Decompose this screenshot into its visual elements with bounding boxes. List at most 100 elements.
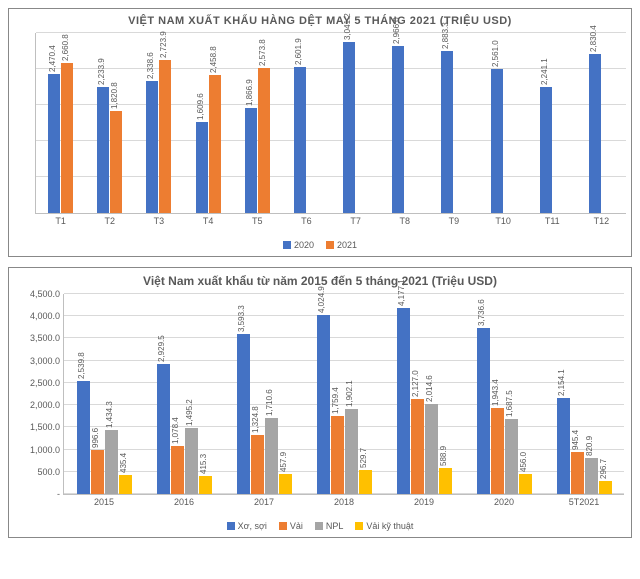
bar: 2,241.1 xyxy=(540,87,552,213)
bar-group: 2,929.51,078.41,495.2415.3 xyxy=(157,364,212,494)
x-tick-label: 2016 xyxy=(174,494,194,507)
bar-group: 3,736.61,943.41,687.5456.0 xyxy=(477,328,532,494)
x-tick-label: 5T2021 xyxy=(569,494,600,507)
bar: 2,830.4 xyxy=(589,54,601,213)
bar-group: 4,024.91,759.41,902.1529.7 xyxy=(317,315,372,494)
bar-value-label: 296.7 xyxy=(599,459,608,479)
bar: 2,660.8 xyxy=(61,63,73,213)
bar: 457.9 xyxy=(279,474,292,494)
legend-item: 2021 xyxy=(326,240,357,250)
legend-label: 2020 xyxy=(294,240,314,250)
legend-label: 2021 xyxy=(337,240,357,250)
y-tick-label: 2,500.0 xyxy=(30,378,64,388)
bar: 1,434.3 xyxy=(105,430,118,494)
y-tick-label: 1,000.0 xyxy=(30,445,64,455)
bar-value-label: 2,127.0 xyxy=(411,371,420,398)
bar-value-label: 1,710.6 xyxy=(265,389,274,416)
bar-value-label: 2,601.9 xyxy=(294,38,303,65)
chart1-legend: 2020 2021 xyxy=(9,236,631,256)
bar: 3,041.2 xyxy=(343,42,355,213)
x-tick-label: 2017 xyxy=(254,494,274,507)
bar-group: 2,338.62,723.9 xyxy=(146,60,171,213)
y-tick-label: 2,000.0 xyxy=(30,400,64,410)
legend-item: 2020 xyxy=(283,240,314,250)
bar: 435.4 xyxy=(119,475,132,494)
y-tick-label: 1,500.0 xyxy=(30,422,64,432)
bar: 2,573.8 xyxy=(258,68,270,213)
bar-value-label: 4,177.1 xyxy=(397,280,406,307)
bar-value-label: 2,660.8 xyxy=(61,35,70,62)
legend-item: Vải kỹ thuật xyxy=(355,521,413,531)
bar: 1,495.2 xyxy=(185,428,198,494)
bar: 996.6 xyxy=(91,450,104,494)
bar: 1,710.6 xyxy=(265,418,278,494)
bar-value-label: 996.6 xyxy=(91,428,100,448)
bar-value-label: 2,573.8 xyxy=(258,40,267,67)
bar: 3,736.6 xyxy=(477,328,490,494)
chart2-plot: -500.01,000.01,500.02,000.02,500.03,000.… xyxy=(63,294,624,495)
bar: 2,127.0 xyxy=(411,399,424,494)
bar: 2,470.4 xyxy=(48,74,60,213)
bar-value-label: 1,495.2 xyxy=(185,399,194,426)
bar-value-label: 4,024.9 xyxy=(317,286,326,313)
bar-value-label: 456.0 xyxy=(519,452,528,472)
legend-swatch xyxy=(326,241,334,249)
bar: 1,866.9 xyxy=(245,108,257,213)
legend-label: Vải kỹ thuật xyxy=(366,521,413,531)
x-tick-label: 2020 xyxy=(494,494,514,507)
y-tick-label: - xyxy=(57,489,64,499)
bar-value-label: 2,154.1 xyxy=(557,370,566,397)
bar-value-label: 1,609.6 xyxy=(196,94,205,121)
bar: 2,014.6 xyxy=(425,404,438,494)
bar-group: 2,539.8996.61,434.3435.4 xyxy=(77,381,132,494)
bar: 296.7 xyxy=(599,481,612,494)
bar-value-label: 1,759.4 xyxy=(331,387,340,414)
bar: 1,943.4 xyxy=(491,408,504,494)
x-tick-label: T3 xyxy=(154,213,165,226)
bar-value-label: 457.9 xyxy=(279,452,288,472)
x-tick-label: T1 xyxy=(55,213,66,226)
bar: 2,723.9 xyxy=(159,60,171,213)
bar: 2,929.5 xyxy=(157,364,170,494)
bar-value-label: 3,593.3 xyxy=(237,306,246,333)
bar-value-label: 1,820.8 xyxy=(110,82,119,109)
bar-group: 1,609.6 2,458.8 xyxy=(196,75,221,213)
x-tick-label: T7 xyxy=(350,213,361,226)
bar-group: 2,883.3 xyxy=(441,51,466,213)
chart-monthly-exports: VIỆT NAM XUẤT KHẨU HÀNG DỆT MAY 5 THÁNG … xyxy=(8,8,632,257)
bar-group: 2,966.0 xyxy=(392,46,417,213)
bar-value-label: 1,866.9 xyxy=(245,79,254,106)
bar-value-label: 435.4 xyxy=(119,453,128,473)
bar-value-label: 1,902.1 xyxy=(345,381,354,408)
bar-value-label: 2,458.8 xyxy=(209,46,218,73)
bar: 2,966.0 xyxy=(392,46,404,213)
bar-value-label: 2,723.9 xyxy=(159,31,168,58)
bar: 456.0 xyxy=(519,474,532,494)
bar: 4,024.9 xyxy=(317,315,330,494)
bar-value-label: 2,241.1 xyxy=(540,58,549,85)
chart1-plot: 2,470.42,660.8T12,233.91,820.8T22,338.62… xyxy=(35,33,626,214)
bar: 2,458.8 xyxy=(209,75,221,213)
bar-value-label: 2,883.3 xyxy=(441,22,450,49)
x-tick-label: T6 xyxy=(301,213,312,226)
legend-item: NPL xyxy=(315,521,344,531)
bar-value-label: 945.4 xyxy=(571,430,580,450)
bar: 2,233.9 xyxy=(97,87,109,213)
bar-value-label: 2,830.4 xyxy=(589,25,598,52)
bar: 2,338.6 xyxy=(146,81,158,213)
bar-value-label: 2,470.4 xyxy=(48,45,57,72)
bar: 2,883.3 xyxy=(441,51,453,213)
bar-value-label: 3,041.2 xyxy=(343,13,352,40)
bar-group: 4,177.12,127.02,014.6588.9 xyxy=(397,308,452,494)
bar-value-label: 2,233.9 xyxy=(97,59,106,86)
bar-group: 2,241.1 xyxy=(540,87,565,213)
bar: 2,601.9 xyxy=(294,67,306,213)
chart-yearly-exports: Việt Nam xuất khẩu từ năm 2015 đến 5 thá… xyxy=(8,267,632,538)
y-tick-label: 500.0 xyxy=(37,467,64,477)
x-tick-label: T12 xyxy=(594,213,610,226)
bar-value-label: 588.9 xyxy=(439,446,448,466)
bar-value-label: 1,324.8 xyxy=(251,406,260,433)
bar-group: 1,866.92,573.8 xyxy=(245,68,270,213)
y-tick-label: 3,500.0 xyxy=(30,333,64,343)
x-tick-label: T10 xyxy=(495,213,511,226)
